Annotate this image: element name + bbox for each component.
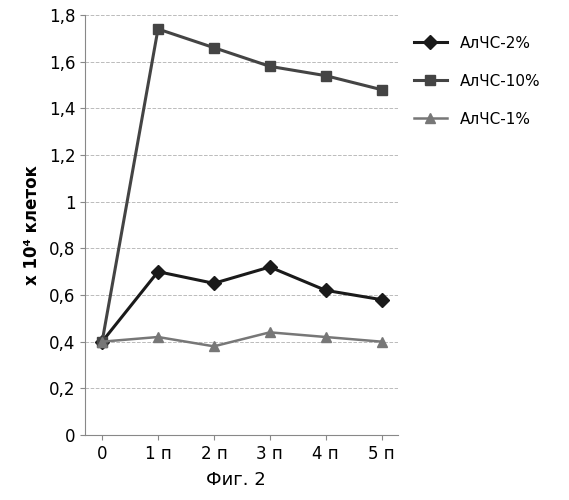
АлЧС-2% <box>266 264 273 270</box>
Y-axis label: х 10⁴ клеток: х 10⁴ клеток <box>23 165 40 285</box>
АлЧС-1% <box>266 330 273 336</box>
Line: АлЧС-1%: АлЧС-1% <box>97 328 386 351</box>
АлЧС-1% <box>98 338 105 344</box>
АлЧС-1% <box>211 344 217 349</box>
АлЧС-10% <box>155 26 162 32</box>
АлЧС-1% <box>155 334 162 340</box>
Line: АлЧС-10%: АлЧС-10% <box>97 24 386 346</box>
АлЧС-2% <box>211 280 217 286</box>
АлЧС-10% <box>211 44 217 51</box>
АлЧС-10% <box>378 86 385 92</box>
Line: АлЧС-2%: АлЧС-2% <box>97 262 386 346</box>
Text: Фиг. 2: Фиг. 2 <box>206 471 266 489</box>
АлЧС-1% <box>378 338 385 344</box>
АлЧС-2% <box>322 288 329 294</box>
АлЧС-1% <box>322 334 329 340</box>
АлЧС-10% <box>322 72 329 78</box>
АлЧС-10% <box>266 64 273 70</box>
Legend: АлЧС-2%, АлЧС-10%, АлЧС-1%: АлЧС-2%, АлЧС-10%, АлЧС-1% <box>409 31 545 131</box>
АлЧС-10% <box>98 338 105 344</box>
АлЧС-2% <box>378 296 385 302</box>
АлЧС-2% <box>98 338 105 344</box>
АлЧС-2% <box>155 268 162 274</box>
